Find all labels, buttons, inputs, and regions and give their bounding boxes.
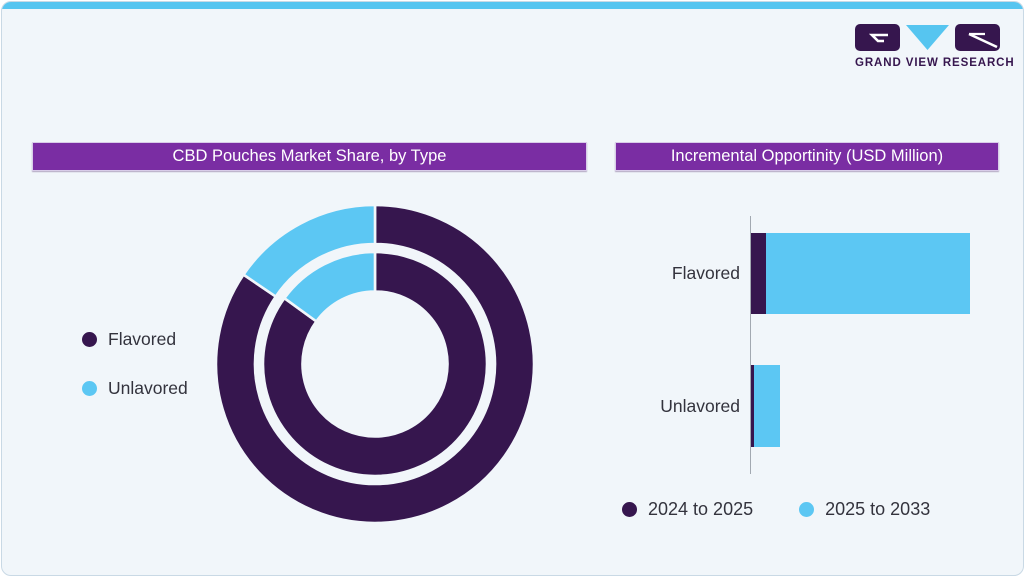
bar-unlavored [751, 365, 780, 447]
series-2025-2033-legend-label: 2025 to 2033 [825, 499, 931, 519]
gvr-logo: GRAND VIEW RESEARCH [855, 24, 1015, 69]
donut-chart-title: CBD Pouches Market Share, by Type [32, 142, 587, 171]
series-2024-2025-legend-label: 2024 to 2025 [648, 499, 754, 519]
bar-unlavored-2024-2025-segment [751, 365, 754, 447]
series-2024-2025-legend-dot [622, 502, 637, 517]
bar-chart-axis [750, 216, 751, 474]
top-accent-bar [2, 2, 1023, 9]
donut-inner-ring-flavored-slice [261, 250, 489, 478]
bar-flavored-2024-2025-segment [751, 233, 766, 314]
donut-legend: Flavored Unlavored [82, 329, 188, 427]
logo-wordmark: GRAND VIEW RESEARCH [855, 57, 1015, 69]
legend-item-flavored: Flavored [82, 329, 188, 350]
series-2025-2033-legend-dot [799, 502, 815, 517]
logo-v-icon [906, 25, 949, 50]
unlavored-legend-label: Unlavored [108, 378, 188, 398]
bar-unlavored-2025-2033-segment [753, 365, 780, 447]
logo-r-icon [955, 24, 1000, 51]
bar-category-label-unlavored: Unlavored [660, 396, 740, 416]
bar-chart-legend: 2024 to 2025 2025 to 2033 [622, 499, 930, 520]
bar-category-label-flavored: Flavored [671, 263, 740, 283]
unlavored-legend-dot [82, 381, 97, 396]
donut-outer-ring-unlavored-slice [241, 203, 377, 299]
legend-item-unlavored: Unlavored [82, 378, 188, 399]
donut-inner-ring-unlavored-slice [282, 250, 377, 324]
bar-chart-title: Incremental Opportinity (USD Million) [615, 142, 999, 171]
legend-item-2024-2025: 2024 to 2025 [622, 499, 753, 520]
bar-flavored-2025-2033-segment [766, 233, 970, 314]
logo-g-icon [855, 24, 900, 51]
gvr-logo-marks [855, 24, 1005, 51]
donut-chart [214, 203, 536, 525]
donut-outer-ring-flavored-slice [214, 203, 536, 525]
bar-flavored [751, 233, 970, 314]
flavored-legend-dot [82, 332, 97, 347]
flavored-legend-label: Flavored [108, 329, 177, 349]
legend-item-2025-2033: 2025 to 2033 [799, 499, 930, 520]
